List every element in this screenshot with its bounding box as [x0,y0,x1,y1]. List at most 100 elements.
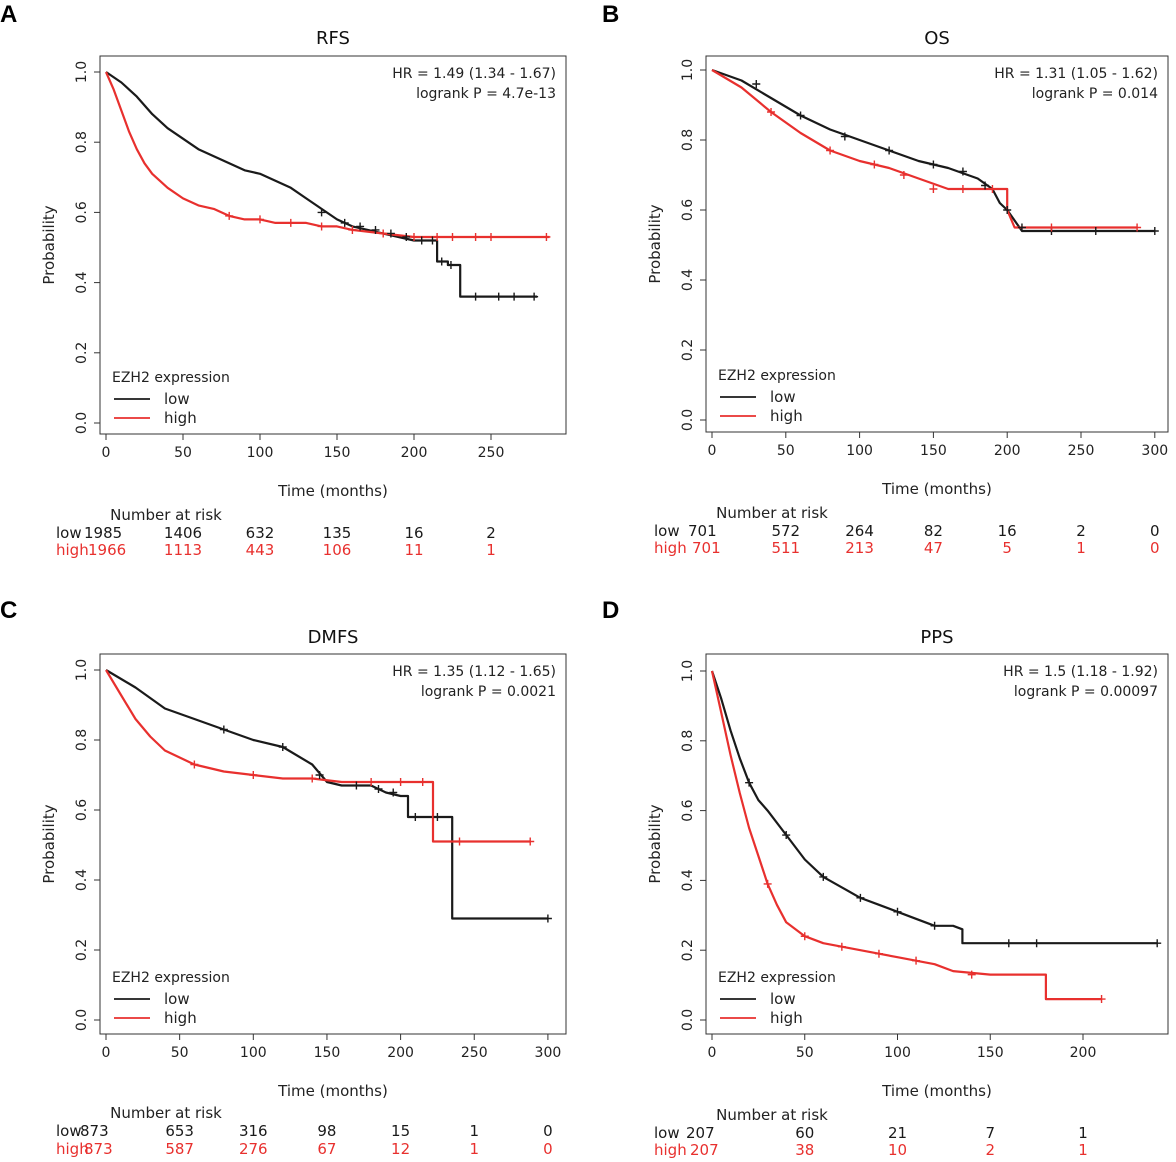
censor-mark-low [981,181,990,190]
legend-label-low: low [164,990,190,1008]
risk-row-label-low: low [654,1124,680,1142]
y-tick-label: 0.2 [74,342,90,364]
legend-label-low: low [770,388,796,406]
legend-label-high: high [770,407,803,425]
x-tick-label: 150 [324,445,351,461]
series-line-low [105,669,548,920]
censor-mark-low [1004,939,1013,948]
plot-frame [99,653,567,1035]
censor-mark-high [767,108,776,116]
risk-value-high: 1 [1076,539,1086,557]
y-tick-label: 0.4 [74,271,90,293]
censor-mark-high [249,771,258,779]
x-tick-label: 300 [1141,443,1168,459]
censor-mark-low [389,788,398,797]
x-tick-label: 100 [247,445,274,461]
risk-value-high: 106 [323,541,352,559]
censor-mark-low [446,261,455,270]
y-tick-label: 0.2 [74,939,90,961]
censor-mark-high [455,837,464,846]
censor-mark-low [885,146,894,155]
censor-mark-low [856,893,865,902]
censor-mark-high [348,225,357,234]
risk-row-label-low: low [56,1122,82,1140]
x-tick-label: 100 [846,443,873,459]
censor-mark-low [1032,939,1041,948]
chart-title: OS [924,28,950,49]
risk-value-low: 207 [686,1124,715,1142]
risk-value-high: 67 [317,1140,336,1158]
censor-mark-high [190,760,199,769]
censor-mark-high [396,778,405,786]
censor-mark-low [278,743,287,751]
censor-mark-low [1091,227,1100,235]
series-line-low [105,71,538,298]
risk-value-high: 1 [469,1140,479,1158]
risk-value-low: 2 [1076,522,1086,540]
risk-value-high: 2 [985,1141,995,1159]
x-tick-label: 50 [777,443,795,459]
legend-label-high: high [770,1009,803,1027]
x-tick-label: 150 [314,1045,341,1061]
risk-value-high: 276 [239,1140,268,1158]
risk-value-low: 82 [924,522,943,540]
panel-a: A RFS 0.0 0.2 0.4 0.6 0.8 1.0 Probability 0 50 100 1… [0,1,567,559]
y-tick-label: 0.8 [680,129,696,151]
risk-value-low: 135 [323,524,352,542]
risk-value-low: 0 [543,1122,553,1140]
censor-mark-high [958,185,967,193]
risk-value-low: 2 [486,524,496,542]
panel-letter: B [602,1,619,28]
risk-row-label-low: low [654,522,680,540]
censor-mark-low [386,229,395,238]
risk-value-high: 443 [246,541,275,559]
series-line-high [710,670,1102,1001]
risk-value-low: 701 [688,522,717,540]
x-tick-label: 250 [1068,443,1095,459]
y-tick-label: 0.6 [680,199,696,221]
x-tick-label: 200 [401,445,428,461]
y-tick-label: 0.8 [680,730,696,752]
risk-value-high: 213 [845,539,874,557]
risk-value-low: 316 [239,1122,268,1140]
y-axis-label: Probability [40,205,58,284]
risk-value-low: 7 [985,1124,995,1142]
series-line-low [710,670,1158,945]
censor-mark-high [379,229,388,238]
risk-table-title: Number at risk [716,1106,828,1124]
censor-mark-high [1133,223,1142,232]
censor-mark-low [494,292,503,301]
panel-d: D PPS 0.0 0.2 0.4 0.6 0.8 1.0 Probability 0 50 100 1… [602,597,1169,1159]
censor-mark-high [1047,223,1056,232]
censor-mark-low [958,167,967,176]
censor-mark-low [317,208,326,217]
y-tick-label: 0.0 [74,412,90,434]
x-tick-label: 0 [102,445,111,461]
x-axis-label: Time (months) [881,480,992,498]
censor-mark-low [752,80,761,88]
censor-mark-low [352,781,361,790]
censor-mark-high [471,232,480,241]
risk-value-low: 264 [845,522,874,540]
risk-value-high: 47 [924,539,943,557]
risk-value-low: 1406 [164,524,202,542]
legend-label-high: high [164,409,197,427]
censor-mark-high [870,160,879,169]
censor-mark-low [340,218,349,227]
censor-mark-high [800,932,809,941]
censor-mark-high [874,949,883,958]
risk-value-high: 1 [1078,1141,1088,1159]
censor-mark-high [899,171,908,179]
logrank-p: logrank P = 0.014 [1032,86,1158,102]
censor-mark-low [819,872,828,881]
x-tick-label: 150 [977,1045,1004,1061]
x-tick-label: 300 [535,1045,562,1061]
plot-frame [99,55,567,435]
y-tick-label: 0.2 [680,939,696,961]
censor-mark-high [448,232,457,241]
hazard-ratio: HR = 1.31 (1.05 - 1.62) [994,66,1158,82]
logrank-p: logrank P = 4.7e-13 [416,86,556,102]
risk-value-high: 1113 [164,541,202,559]
